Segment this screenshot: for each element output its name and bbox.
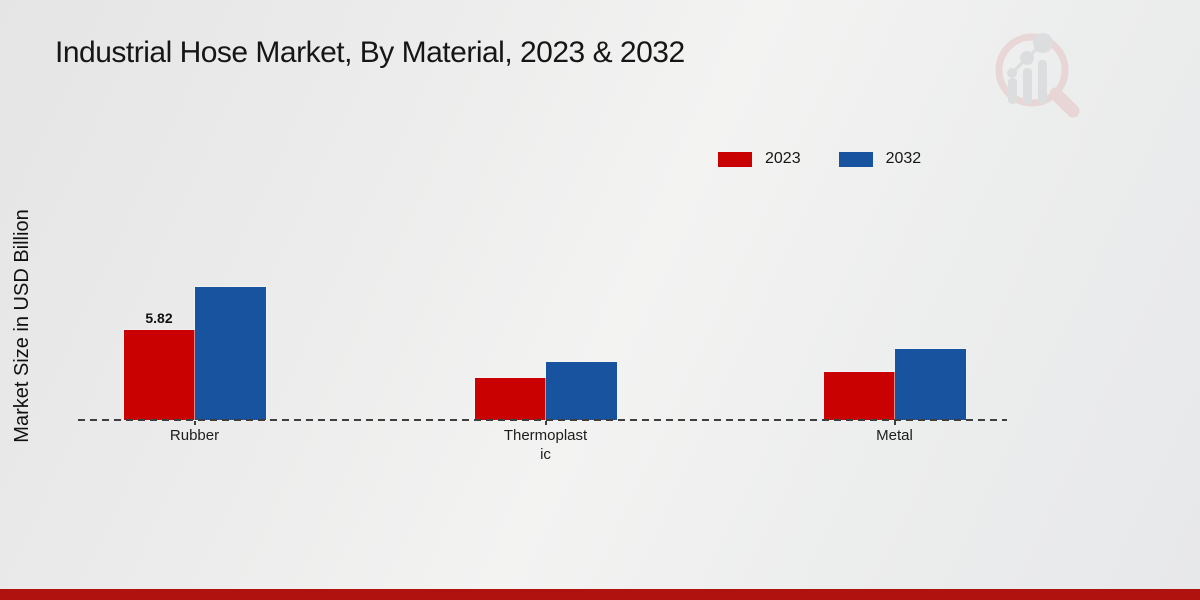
legend-item-2023: 2023 xyxy=(718,150,801,168)
footer-accent-bar xyxy=(0,589,1200,600)
legend: 2023 2032 xyxy=(718,150,921,168)
value-label-rubber-2023: 5.82 xyxy=(145,310,173,326)
bar-metal-2023 xyxy=(823,372,895,420)
category-label-rubber: Rubber xyxy=(169,427,220,444)
bar-thermoplastic-2032 xyxy=(545,362,617,420)
category-label-metal: Metal xyxy=(876,427,913,444)
bar-thermoplastic-2023 xyxy=(474,378,546,420)
bar-rubber-2032 xyxy=(194,287,266,420)
legend-label-2032: 2032 xyxy=(885,150,922,167)
x-axis-baseline xyxy=(78,419,1007,421)
legend-swatch-2023 xyxy=(718,151,752,167)
x-axis-tick-thermoplastic xyxy=(544,421,547,425)
logo-dot-small-icon xyxy=(1007,68,1017,78)
bar-metal-2032 xyxy=(894,349,966,420)
x-axis-tick-metal xyxy=(893,421,896,425)
legend-swatch-2032 xyxy=(838,151,873,167)
chart-title: Industrial Hose Market, By Material, 202… xyxy=(55,36,685,69)
legend-item-2032: 2032 xyxy=(838,150,922,168)
logo-dot-medium-icon xyxy=(1020,51,1034,65)
legend-label-2023: 2023 xyxy=(765,150,801,167)
logo-bar-medium-icon xyxy=(1023,68,1032,104)
magnifier-ring-icon xyxy=(995,33,1069,107)
bar-rubber-2023 xyxy=(123,330,195,420)
logo-dot-large-icon xyxy=(1033,33,1053,53)
company-logo-watermark xyxy=(995,33,1080,118)
logo-bar-short-icon xyxy=(1008,78,1017,104)
magnifier-handle-icon xyxy=(1049,87,1080,118)
category-label-thermoplastic: Thermoplast ic xyxy=(503,427,588,463)
logo-bar-tall-icon xyxy=(1038,60,1047,104)
x-axis-tick-rubber xyxy=(193,421,196,425)
